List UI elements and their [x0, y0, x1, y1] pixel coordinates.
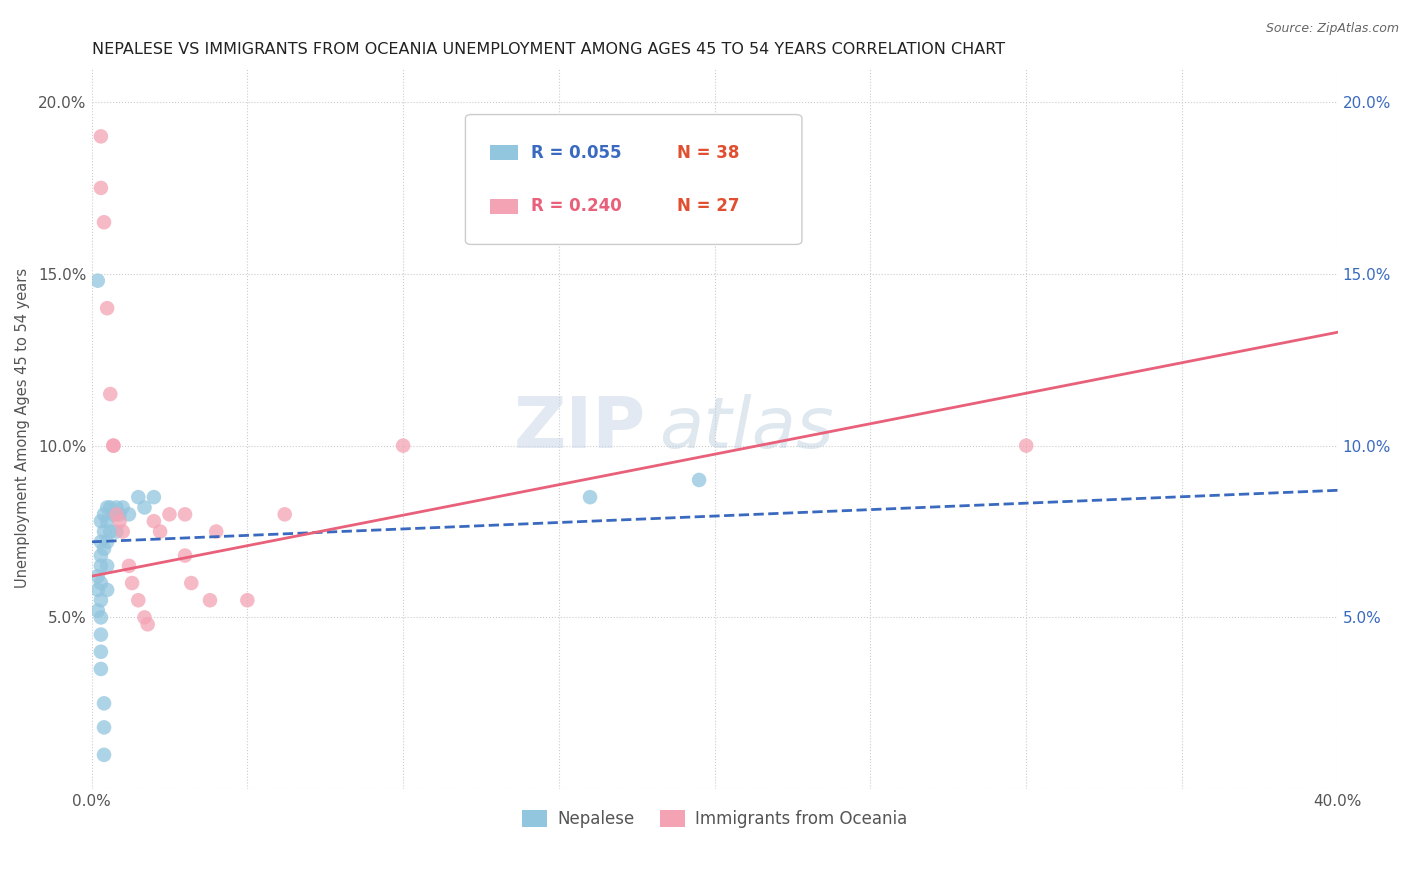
Point [96, 301, 118, 315]
Point [90, 549, 112, 563]
Point [127, 490, 149, 504]
Point [90, 627, 112, 641]
Point [93, 720, 115, 734]
Text: NEPALESE VS IMMIGRANTS FROM OCEANIA UNEMPLOYMENT AMONG AGES 45 TO 54 YEARS CORRE: NEPALESE VS IMMIGRANTS FROM OCEANIA UNEM… [91, 42, 1005, 57]
Text: atlas: atlas [658, 394, 834, 463]
Text: N = 38: N = 38 [678, 144, 740, 161]
Point [159, 508, 181, 522]
Point [90, 534, 112, 549]
Point [93, 747, 115, 762]
Point [136, 617, 159, 632]
Point [174, 549, 197, 563]
Point [105, 508, 128, 522]
Point [90, 662, 112, 676]
Point [103, 508, 125, 522]
Point [96, 534, 118, 549]
Point [96, 558, 118, 573]
Point [134, 610, 156, 624]
Point [90, 558, 112, 573]
Point [198, 593, 221, 607]
Point [142, 490, 165, 504]
Point [392, 439, 415, 453]
Point [105, 524, 128, 539]
Point [87, 582, 110, 597]
Point [90, 129, 112, 144]
Point [108, 514, 131, 528]
Point [174, 508, 197, 522]
FancyBboxPatch shape [465, 114, 801, 244]
Point [93, 524, 115, 539]
Point [90, 576, 112, 591]
Point [118, 558, 141, 573]
Point [93, 541, 115, 556]
Point [98, 524, 121, 539]
Point [121, 576, 143, 591]
Text: N = 27: N = 27 [678, 197, 740, 216]
Point [87, 603, 110, 617]
Point [90, 610, 112, 624]
Point [180, 576, 202, 591]
Point [127, 593, 149, 607]
Point [87, 274, 110, 288]
Point [93, 215, 115, 229]
Text: R = 0.240: R = 0.240 [531, 197, 623, 216]
Point [96, 582, 118, 597]
Point [236, 593, 259, 607]
Point [90, 593, 112, 607]
Point [118, 508, 141, 522]
Point [98, 387, 121, 401]
Text: ZIP: ZIP [513, 394, 647, 463]
Point [87, 569, 110, 583]
Point [90, 645, 112, 659]
Point [579, 490, 602, 504]
Point [103, 439, 125, 453]
Point [96, 514, 118, 528]
Point [93, 508, 115, 522]
Point [688, 473, 710, 487]
Point [111, 524, 134, 539]
Point [90, 514, 112, 528]
Legend: Nepalese, Immigrants from Oceania: Nepalese, Immigrants from Oceania [516, 804, 914, 835]
Point [93, 696, 115, 710]
Y-axis label: Unemployment Among Ages 45 to 54 years: Unemployment Among Ages 45 to 54 years [15, 268, 30, 589]
Point [274, 508, 297, 522]
Bar [491, 199, 517, 214]
Text: R = 0.055: R = 0.055 [531, 144, 621, 161]
Point [103, 439, 125, 453]
Point [149, 524, 172, 539]
Point [134, 500, 156, 515]
Point [108, 508, 131, 522]
Point [98, 500, 121, 515]
Point [142, 514, 165, 528]
Point [205, 524, 228, 539]
Point [111, 500, 134, 515]
Point [90, 181, 112, 195]
Point [1015, 439, 1038, 453]
Point [105, 500, 128, 515]
Text: Source: ZipAtlas.com: Source: ZipAtlas.com [1265, 22, 1399, 36]
Bar [491, 145, 517, 161]
Point [96, 500, 118, 515]
